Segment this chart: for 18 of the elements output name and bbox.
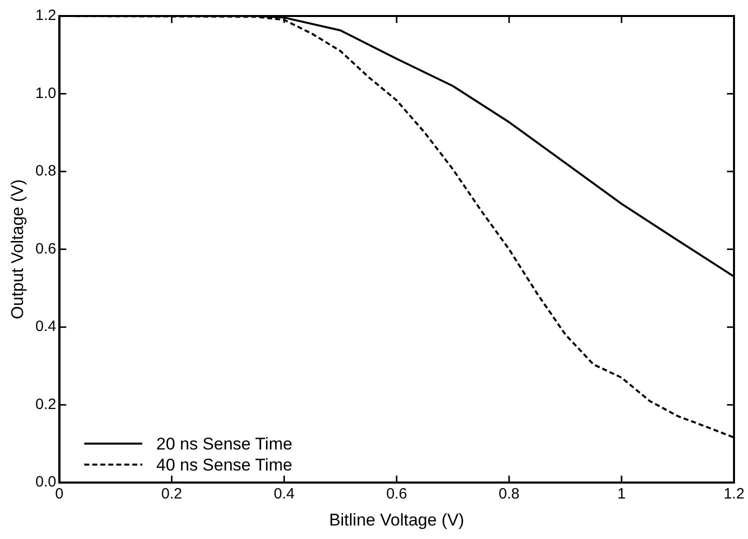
x-tick-label: 0.4 [274,486,295,503]
x-tick-label: 0 [55,486,64,503]
y-tick-label: 0.6 [35,240,56,258]
x-tick-label: 0.6 [386,486,408,503]
y-tick-label: 1.0 [35,84,56,102]
y-tick-label: 0.2 [35,396,56,413]
x-tick-label: 0.2 [161,486,182,503]
y-tick-label: 0.8 [35,162,56,180]
y-tick-label: 0.0 [35,474,56,491]
legend-label: 20 ns Sense Time [156,434,292,454]
x-tick-label: 1 [617,486,626,503]
y-tick-label: 0.4 [35,318,56,336]
y-axis-title: Output Voltage (V) [8,179,27,320]
x-tick-label: 0.8 [498,486,520,503]
x-tick-label: 1.2 [724,486,744,503]
y-tick-label: 1.2 [35,7,56,24]
x-axis-title: Bitline Voltage (V) [329,510,464,530]
legend-label: 40 ns Sense Time [156,455,292,474]
